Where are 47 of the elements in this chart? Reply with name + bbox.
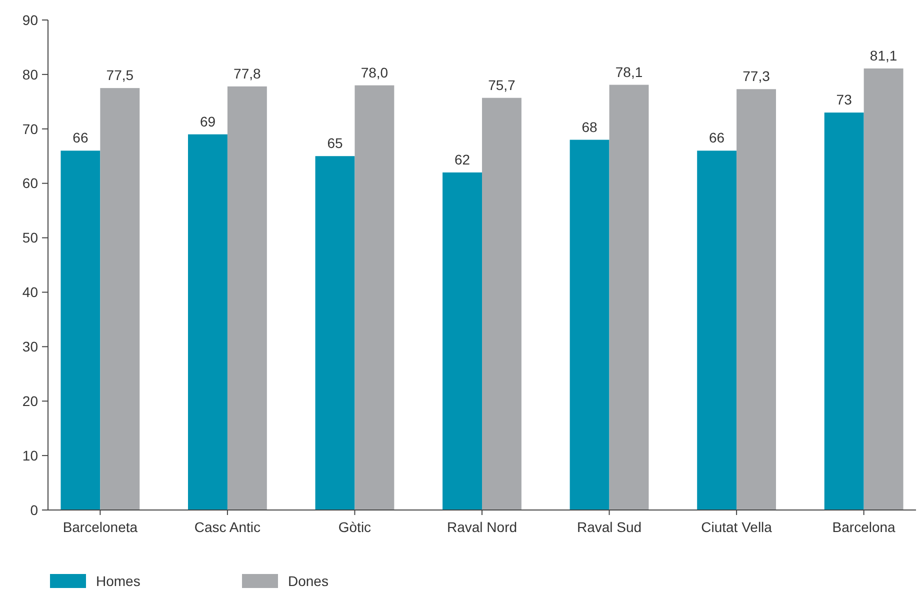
bar bbox=[697, 150, 737, 510]
bar bbox=[442, 172, 482, 510]
legend-label: Dones bbox=[288, 572, 328, 589]
x-tick-label: Raval Nord bbox=[446, 519, 518, 535]
data-label: 75,7 bbox=[488, 76, 516, 93]
data-label: 78,1 bbox=[615, 64, 643, 80]
bar bbox=[824, 112, 864, 510]
y-tick-label: 20 bbox=[22, 393, 38, 410]
bar bbox=[609, 84, 649, 510]
y-tick-label: 0 bbox=[30, 502, 38, 518]
y-tick-label: 10 bbox=[22, 447, 38, 464]
bar bbox=[227, 86, 267, 510]
x-tick-label: Casc Antic bbox=[194, 519, 261, 535]
data-label: 77,8 bbox=[234, 65, 262, 82]
x-tick-label: Barcelona bbox=[832, 519, 896, 535]
data-label: 77,5 bbox=[106, 67, 134, 84]
y-tick-label: 70 bbox=[22, 120, 38, 137]
bar bbox=[864, 68, 904, 510]
x-tick-label: Gòtic bbox=[338, 519, 372, 535]
y-tick-label: 90 bbox=[22, 12, 38, 28]
data-label: 68 bbox=[582, 118, 598, 135]
data-label: 62 bbox=[454, 151, 470, 168]
bar bbox=[315, 156, 355, 510]
y-tick-label: 30 bbox=[22, 338, 38, 355]
data-label: 66 bbox=[709, 130, 725, 146]
data-label: 66 bbox=[72, 130, 88, 146]
bar bbox=[60, 150, 100, 510]
data-label: 81,1 bbox=[870, 47, 898, 64]
bar bbox=[100, 88, 140, 510]
data-label: 78,0 bbox=[360, 64, 388, 80]
x-tick-label: Ciutat Vella bbox=[701, 519, 772, 535]
x-tick-label: Raval Sud bbox=[576, 519, 642, 535]
y-tick-label: 40 bbox=[22, 284, 38, 300]
data-label: 77,3 bbox=[742, 68, 770, 84]
data-label: 69 bbox=[200, 113, 216, 130]
bar bbox=[354, 85, 394, 510]
legend-label: Homes bbox=[96, 572, 140, 589]
y-tick-label: 80 bbox=[22, 66, 38, 82]
x-tick-label: Barceloneta bbox=[62, 519, 138, 535]
bar bbox=[482, 98, 522, 510]
bar bbox=[188, 134, 228, 510]
y-tick-label: 50 bbox=[22, 230, 38, 246]
data-label: 73 bbox=[836, 92, 852, 108]
bar bbox=[736, 89, 776, 510]
bar bbox=[570, 140, 610, 510]
y-tick-label: 60 bbox=[22, 175, 38, 192]
data-label: 65 bbox=[327, 135, 343, 152]
